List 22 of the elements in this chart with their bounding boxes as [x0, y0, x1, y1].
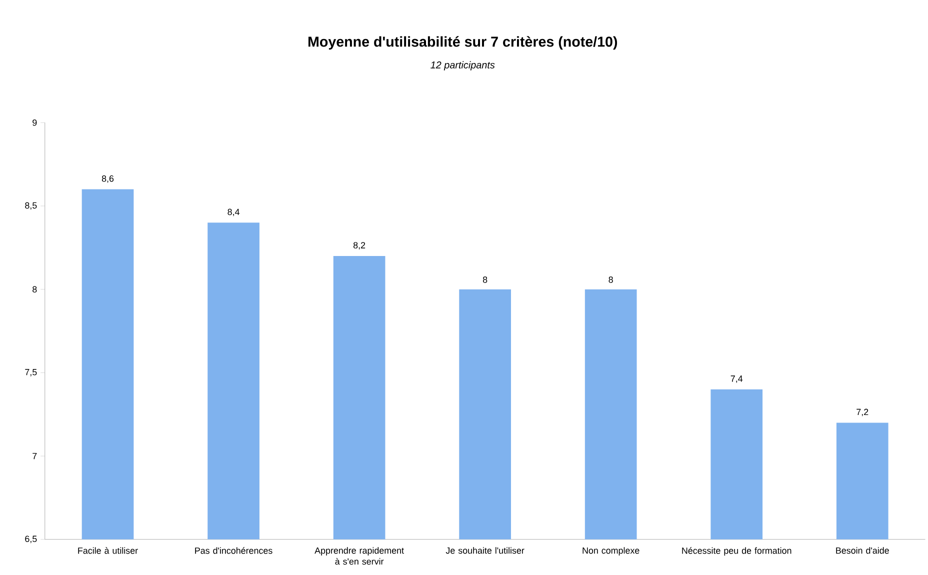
x-tick-label: Besoin d'aide [836, 546, 889, 554]
chart-subtitle: 12 participants [430, 61, 495, 70]
y-tick-label: 8,5 [25, 202, 37, 210]
x-tick-label: Pas d'incohérences [195, 546, 272, 554]
y-tick-label: 9 [32, 119, 37, 126]
x-tick-label: Apprendre rapidement à s'en servir [314, 546, 404, 564]
data-label: 8,6 [102, 175, 114, 183]
chart-title: Moyenne d'utilisabilité sur 7 critères (note/10) [308, 36, 618, 50]
y-tick-label: 7,5 [25, 368, 37, 376]
data-label: 8,2 [353, 242, 366, 250]
x-tick-label: Non complexe [582, 546, 640, 556]
x-tick-label: Je souhaite l'utiliser [446, 546, 524, 554]
data-label: 8 [608, 276, 613, 283]
y-tick-label: 6,5 [25, 536, 37, 543]
x-tick-label: Facile à utiliser [78, 546, 138, 554]
data-label: 7,4 [730, 375, 743, 383]
data-label: 8,4 [228, 208, 240, 216]
data-label: 8 [482, 276, 488, 283]
x-tick-label: Nécessite peu de formation [682, 546, 792, 556]
y-tick-label: 8 [32, 286, 37, 292]
y-tick-label: 7 [32, 452, 37, 459]
data-label: 7,2 [856, 408, 868, 416]
